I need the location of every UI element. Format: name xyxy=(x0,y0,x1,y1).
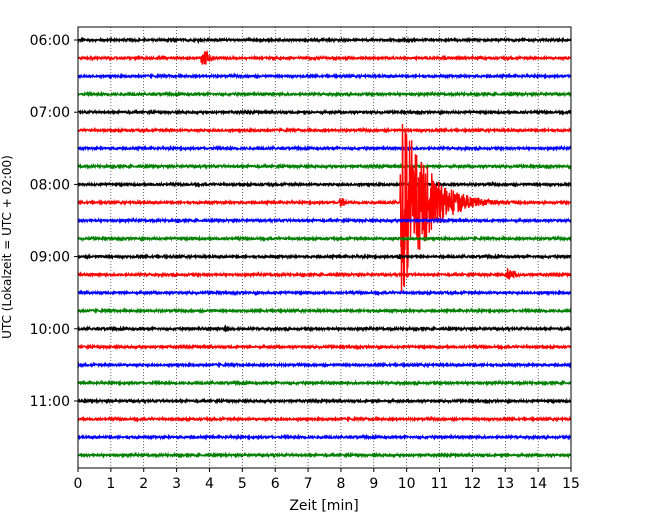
x-tick-label: 15 xyxy=(562,476,580,492)
trace-line xyxy=(78,397,571,405)
trace-line xyxy=(78,361,571,369)
trace-line xyxy=(78,289,571,297)
y-tick-label: 09:00 xyxy=(30,250,70,266)
plot-frame xyxy=(77,26,572,469)
trace-line xyxy=(78,72,571,80)
x-tick-label: 7 xyxy=(304,476,313,492)
trace-line xyxy=(78,451,571,459)
trace-line xyxy=(78,180,571,189)
trace-line xyxy=(78,36,571,45)
trace-line xyxy=(78,108,571,116)
x-tick-label: 8 xyxy=(336,476,345,492)
y-tick-label: 06:00 xyxy=(30,33,70,49)
y-axis-label: UTC (Lokalzeit = UTC + 02:00) xyxy=(0,155,14,339)
trace-line xyxy=(78,307,571,315)
trace-line xyxy=(78,124,571,294)
x-tick-label: 9 xyxy=(369,476,378,492)
trace-line xyxy=(78,268,571,280)
y-tick-label: 10:00 xyxy=(30,322,70,338)
x-axis-label: Zeit [min] xyxy=(289,498,358,514)
x-tick-label: 10 xyxy=(398,476,416,492)
x-tick-label: 1 xyxy=(106,476,115,492)
trace-line xyxy=(78,162,571,171)
trace-line xyxy=(78,126,571,134)
x-tick-label: 3 xyxy=(172,476,181,492)
x-tick-label: 12 xyxy=(463,476,481,492)
y-tick-label: 08:00 xyxy=(30,177,70,193)
trace-line xyxy=(78,49,571,65)
trace-line xyxy=(78,216,571,225)
trace-line xyxy=(78,144,571,153)
trace-line xyxy=(78,415,571,423)
x-tick-label: 4 xyxy=(205,476,214,492)
y-tick-label: 11:00 xyxy=(30,394,70,410)
x-axis-ticks: 0 1 2 3 4 5 6 7 8 9 10 11 12 13 14 15 xyxy=(74,468,580,492)
y-tick-label: 07:00 xyxy=(30,105,70,121)
x-tick-label: 5 xyxy=(238,476,247,492)
trace-line xyxy=(78,252,571,261)
y-axis-ticks: 06:00 07:00 08:00 09:00 10:00 11:00 xyxy=(30,33,78,410)
trace-line xyxy=(78,379,571,387)
x-tick-label: 2 xyxy=(139,476,148,492)
trace-group xyxy=(78,36,571,459)
x-tick-label: 6 xyxy=(271,476,280,492)
trace-line xyxy=(78,343,571,351)
trace-line xyxy=(78,234,571,243)
x-tick-label: 0 xyxy=(74,476,83,492)
trace-line xyxy=(78,324,571,333)
x-tick-label: 11 xyxy=(431,476,449,492)
x-tick-label: 14 xyxy=(529,476,547,492)
trace-line xyxy=(78,433,571,441)
trace-line xyxy=(78,90,571,98)
x-tick-label: 13 xyxy=(496,476,514,492)
